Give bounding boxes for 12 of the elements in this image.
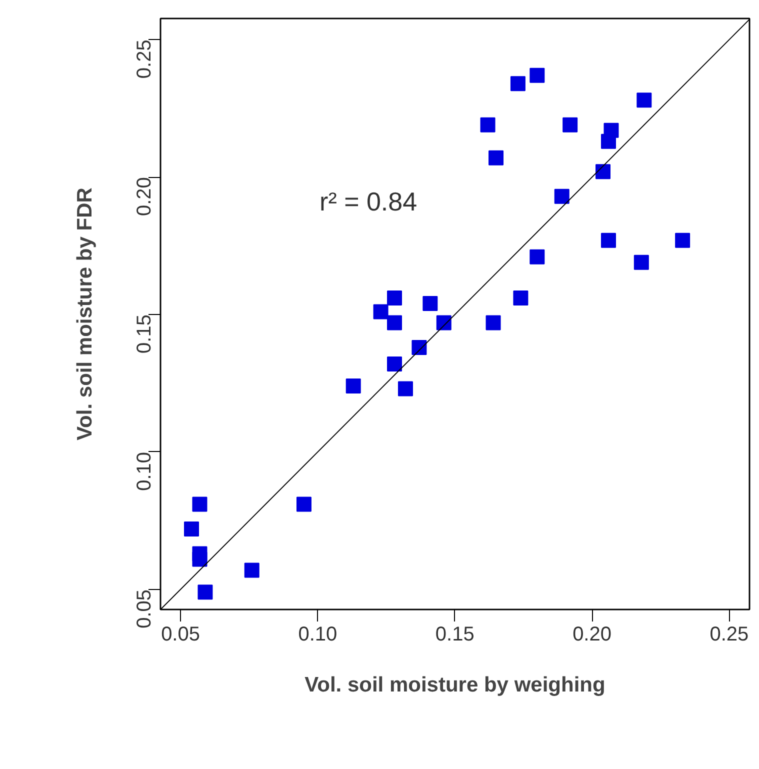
y-axis-title: Vol. soil moisture by FDR	[74, 188, 96, 440]
x-axis-title: Vol. soil moisture by weighing	[304, 674, 606, 696]
y-tick-label: 0.10	[134, 452, 156, 491]
x-tick-label: 0.10	[298, 624, 338, 646]
annotation: r² = 0.84	[320, 186, 418, 217]
y-tick-label: 0.20	[134, 177, 156, 216]
x-tick-label: 0.15	[435, 624, 474, 646]
x-tick-label: 0.25	[710, 624, 749, 646]
y-tick-label: 0.15	[134, 314, 156, 354]
x-tick-label: 0.20	[572, 624, 612, 646]
y-tick-label: 0.25	[134, 40, 156, 79]
x-tick-label: 0.05	[161, 624, 200, 646]
